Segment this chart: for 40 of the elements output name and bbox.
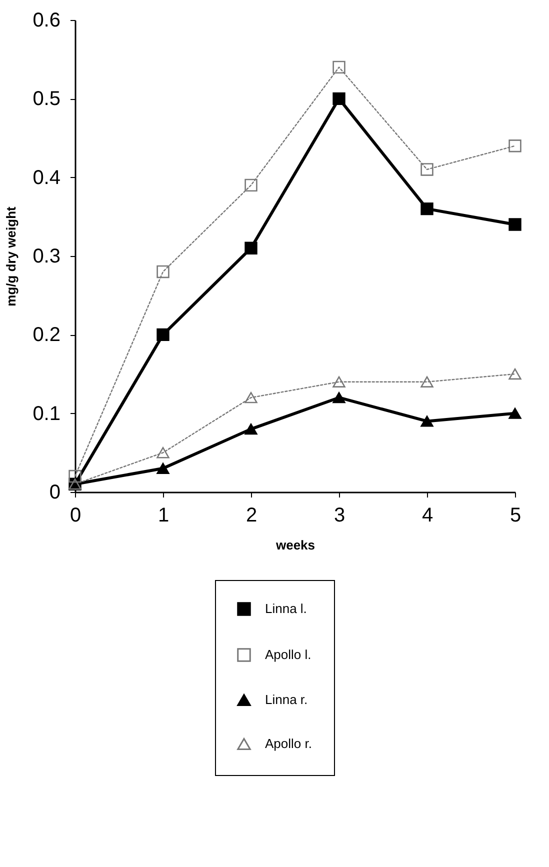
x-tick-label: 5: [510, 504, 522, 526]
legend-label: Apollo l.: [265, 647, 312, 662]
x-tick-label: 4: [422, 504, 434, 526]
point: [244, 178, 258, 192]
y-tick-label: 0.4: [32, 166, 60, 189]
y-axis-title: mg/g dry weight: [4, 206, 19, 306]
x-tick-label: 1: [158, 504, 170, 526]
x-tick-label: 3: [334, 504, 346, 526]
y-tick-label: 0.6: [32, 10, 60, 32]
point: [156, 462, 170, 474]
point: [420, 376, 434, 388]
point: [244, 392, 258, 404]
point: [332, 60, 346, 74]
y-tick-label: 0: [49, 482, 60, 504]
point: [508, 218, 522, 231]
point: [244, 242, 258, 254]
point: [508, 368, 522, 380]
point: [420, 202, 434, 216]
y-tick-label: 0.2: [32, 324, 60, 346]
point: [332, 376, 346, 388]
x-tick-label: 0: [70, 504, 82, 526]
x-axis-title: weeks: [274, 538, 316, 552]
legend-label: Apollo r.: [265, 736, 312, 751]
x-tick-label: 2: [246, 504, 258, 526]
point: [156, 328, 170, 342]
point: [332, 92, 346, 106]
point: [420, 416, 434, 427]
point: [68, 470, 82, 483]
point: [420, 163, 434, 176]
point: [156, 265, 170, 278]
point: [244, 423, 258, 435]
y-tick-label: 0.3: [32, 246, 60, 268]
point: [332, 392, 346, 404]
y-tick-label: 0.5: [32, 88, 60, 110]
legend-label: Linna l.: [265, 601, 307, 616]
point: [508, 408, 522, 419]
y-tick-label: 0.1: [32, 402, 60, 425]
legend-label: Linna r.: [265, 692, 308, 707]
point: [156, 447, 170, 458]
point: [508, 140, 522, 152]
